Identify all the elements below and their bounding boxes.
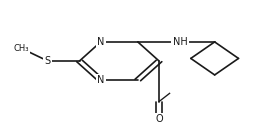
Text: N: N xyxy=(97,75,104,85)
Text: S: S xyxy=(45,56,51,66)
Text: NH: NH xyxy=(173,37,188,47)
Text: O: O xyxy=(155,114,163,124)
Text: CH₃: CH₃ xyxy=(14,44,29,53)
Text: N: N xyxy=(97,37,104,47)
